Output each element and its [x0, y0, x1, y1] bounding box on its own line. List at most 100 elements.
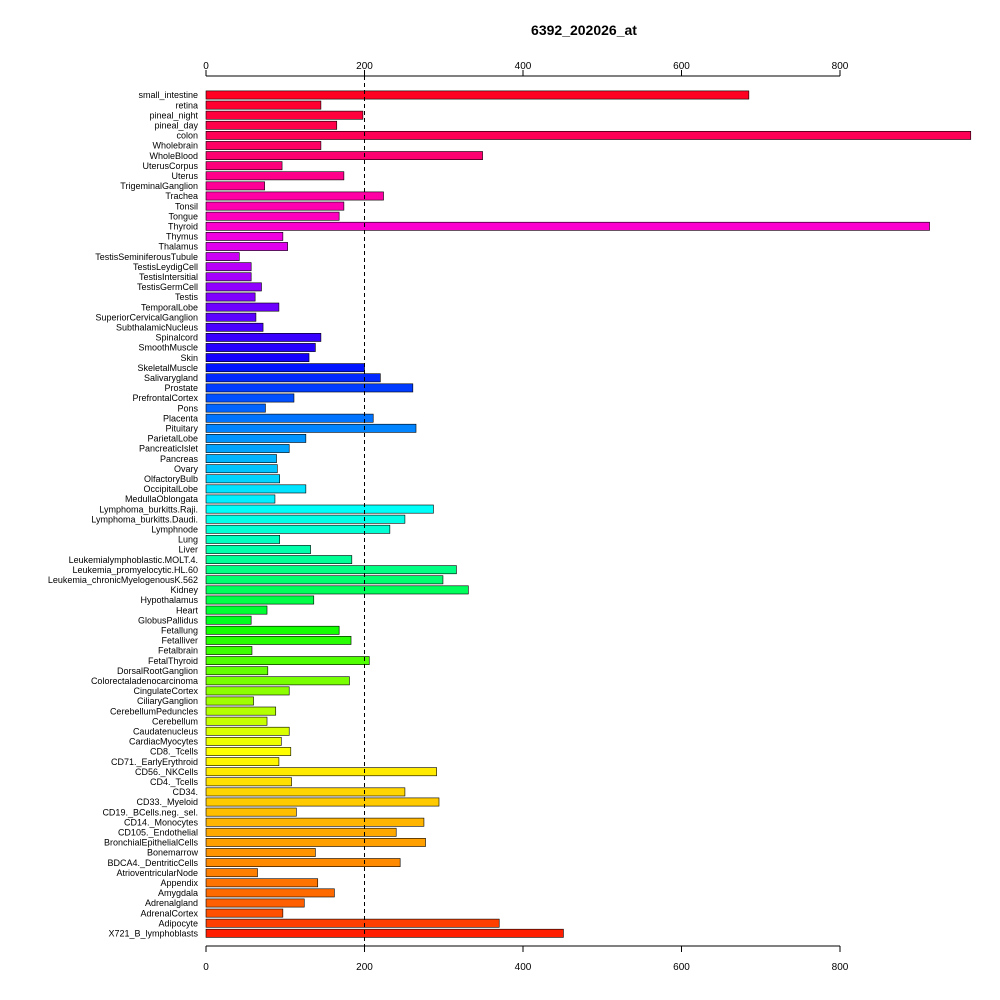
bar-10 [205, 191, 384, 201]
category-label: Leukemia_promyelocytic.HL.60 [72, 565, 198, 575]
top-tick-label: 400 [515, 61, 532, 72]
bar-3 [205, 120, 338, 130]
bar-0 [205, 90, 750, 100]
bottom-x-axis: 0 200 400 600 800 [203, 945, 849, 973]
bar-19 [205, 282, 262, 292]
bar-40 [205, 494, 276, 504]
category-label: CD33._Myeloid [136, 797, 198, 807]
category-label: SubthalamicNucleus [116, 323, 199, 333]
category-label: Fetalbrain [158, 646, 198, 656]
category-label: FetalThyroid [148, 656, 198, 666]
top-tick-label: 200 [356, 61, 373, 72]
category-label: Heart [176, 605, 199, 615]
bar-50 [205, 595, 315, 605]
category-label: Hypothalamus [140, 595, 198, 605]
category-label: TrigeminalGanglion [120, 181, 198, 191]
category-label: CiliaryGanglion [137, 696, 198, 706]
bar-47 [205, 565, 457, 575]
bar-45 [205, 545, 311, 554]
category-label: CD4._Tcells [150, 777, 199, 787]
category-label: SmoothMuscle [138, 343, 198, 353]
bar-71 [205, 807, 297, 817]
category-label: PancreaticIslet [139, 444, 199, 454]
category-label: Testis [175, 292, 199, 302]
bar-series [205, 90, 972, 938]
category-label: DorsalRootGanglion [117, 666, 198, 676]
category-label: Colorectaladenocarcinoma [91, 676, 198, 686]
bar-38 [205, 474, 280, 484]
bar-70 [205, 797, 440, 807]
category-label: Appendix [160, 878, 198, 888]
category-label: Ovary [174, 464, 199, 474]
category-label: colon [176, 131, 198, 141]
bar-21 [205, 302, 280, 312]
top-tick-label: 600 [673, 61, 690, 72]
bar-78 [205, 878, 319, 888]
category-label: CingulateCortex [133, 686, 198, 696]
category-label: AdrenalCortex [140, 908, 198, 918]
bar-52 [205, 615, 252, 625]
bar-56 [205, 656, 370, 665]
category-label: CD71._EarlyErythroid [111, 757, 198, 767]
bar-17 [205, 262, 252, 272]
category-label: TemporalLobe [141, 302, 198, 312]
bar-15 [205, 242, 288, 251]
category-label: Skin [180, 353, 198, 363]
category-label: Leukemia_chronicMyelogenousK.562 [48, 575, 198, 585]
category-label: Thalamus [158, 242, 198, 252]
category-label: CD19._BCells.neg._sel. [102, 807, 198, 817]
category-label: CD8._Tcells [150, 747, 199, 757]
category-label: pineal_night [149, 110, 198, 120]
bar-23 [205, 322, 264, 332]
category-label: TestisIntersitial [139, 272, 198, 282]
bar-49 [205, 585, 469, 595]
chart-title: 6392_202026_at [531, 22, 637, 38]
bar-2 [205, 110, 364, 120]
category-label: CD14._Monocytes [124, 817, 199, 827]
bar-42 [205, 514, 406, 524]
bar-54 [205, 635, 352, 645]
bar-65 [205, 747, 292, 756]
top-tick-label: 800 [832, 61, 849, 72]
category-label: CD34. [172, 787, 198, 797]
bar-35 [205, 444, 290, 453]
category-label: Caudatenucleus [133, 727, 199, 737]
category-label: TestisSeminiferousTubule [95, 252, 198, 262]
bar-4 [205, 131, 972, 140]
bar-16 [205, 252, 240, 261]
bar-58 [205, 676, 350, 686]
bar-37 [205, 464, 278, 474]
bar-74 [205, 837, 426, 847]
bar-31 [205, 403, 266, 413]
category-label: TestisGermCell [137, 282, 198, 292]
bar-29 [205, 383, 414, 393]
category-label: retina [175, 100, 198, 110]
category-label: WholeBlood [149, 151, 198, 161]
bar-30 [205, 393, 295, 403]
bar-5 [205, 141, 322, 150]
bar-51 [205, 605, 268, 615]
bar-32 [205, 413, 374, 423]
category-label: Trachea [165, 191, 198, 201]
bar-9 [205, 181, 265, 191]
bar-63 [205, 726, 290, 736]
category-label: Pituitary [165, 424, 198, 434]
category-label: SkeletalMuscle [137, 363, 198, 373]
bar-14 [205, 232, 284, 241]
category-label: Wholebrain [152, 141, 198, 151]
top-x-axis: 0 200 400 600 800 [203, 61, 849, 77]
bar-61 [205, 706, 277, 716]
bar-26 [205, 353, 310, 362]
bar-79 [205, 888, 335, 898]
top-tick-label: 0 [203, 61, 209, 72]
bar-12 [205, 211, 340, 221]
category-labels: small_intestineretinapineal_nightpineal_… [48, 90, 199, 938]
bar-53 [205, 625, 340, 635]
category-label: BronchialEpithelialCells [104, 838, 199, 848]
bar-33 [205, 423, 417, 433]
category-label: Fetallung [161, 626, 198, 636]
bar-24 [205, 332, 322, 342]
category-label: Fetalliver [161, 636, 198, 646]
bar-1 [205, 100, 322, 110]
bottom-tick-label: 600 [673, 962, 690, 973]
